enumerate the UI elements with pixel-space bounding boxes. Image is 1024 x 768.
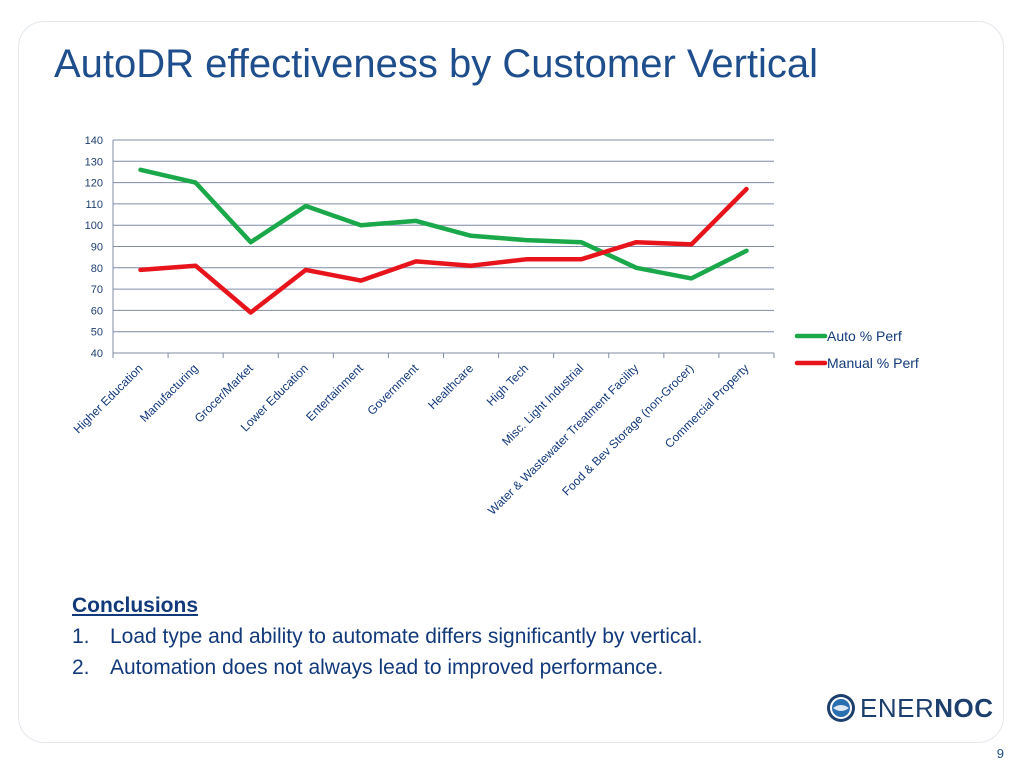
conclusion-item: 2. Automation does not always lead to im… xyxy=(72,652,703,683)
y-tick-label: 120 xyxy=(85,178,103,190)
chart-series xyxy=(138,167,749,315)
conclusion-text: Automation does not always lead to impro… xyxy=(110,656,664,679)
page-number: 9 xyxy=(996,746,1004,761)
legend-label: Auto % Perf xyxy=(827,328,902,344)
conclusions-heading: Conclusions xyxy=(72,594,199,617)
x-tick-label: Healthcare xyxy=(425,361,476,412)
y-tick-label: 90 xyxy=(91,242,103,254)
series-line xyxy=(138,167,749,281)
y-tick-label: 100 xyxy=(85,220,103,232)
y-tick-label: 40 xyxy=(91,348,103,360)
y-tick-label: 60 xyxy=(91,305,103,317)
conclusions-section: Conclusions 1. Load type and ability to … xyxy=(72,590,703,683)
enernoc-wordmark: ENERNOC xyxy=(860,693,994,724)
logo-text-bold: NOC xyxy=(934,692,994,723)
chart-axes xyxy=(112,140,775,358)
conclusion-item: 1. Load type and ability to automate dif… xyxy=(72,621,703,652)
enernoc-logo: ENERNOC xyxy=(826,690,994,726)
series-line xyxy=(138,186,749,315)
x-tick-label: High Tech xyxy=(484,361,531,408)
y-tick-label: 50 xyxy=(91,327,103,339)
y-tick-label: 130 xyxy=(85,156,103,168)
x-axis-tick-labels: Higher EducationManufacturingGrocer/Mark… xyxy=(71,361,752,518)
conclusion-number: 1. xyxy=(72,625,90,648)
y-tick-label: 110 xyxy=(85,199,103,211)
chart-legend: Auto % Perf Manual % Perf xyxy=(794,328,919,371)
slide-title: AutoDR effectiveness by Customer Vertica… xyxy=(54,42,819,86)
y-axis-tick-labels: 40 50 60 70 80 90 100 110 120 130 140 xyxy=(85,135,103,360)
y-tick-label: 70 xyxy=(91,284,103,296)
slide-frame xyxy=(18,21,1004,743)
legend-label: Manual % Perf xyxy=(827,355,919,371)
x-tick-label: Government xyxy=(364,361,421,418)
x-tick-label: Higher Education xyxy=(71,361,146,436)
conclusion-text: Load type and ability to automate differ… xyxy=(110,625,703,648)
x-tick-label: Entertainment xyxy=(303,361,366,424)
conclusion-number: 2. xyxy=(72,656,90,679)
chart-gridlines xyxy=(113,139,774,354)
y-tick-label: 140 xyxy=(85,135,103,147)
enernoc-logo-icon xyxy=(827,694,855,722)
y-tick-label: 80 xyxy=(91,263,103,275)
line-chart: 40 50 60 70 80 90 100 110 120 130 140 Higher Educa… xyxy=(71,135,919,518)
logo-text-light: ENER xyxy=(860,692,935,723)
